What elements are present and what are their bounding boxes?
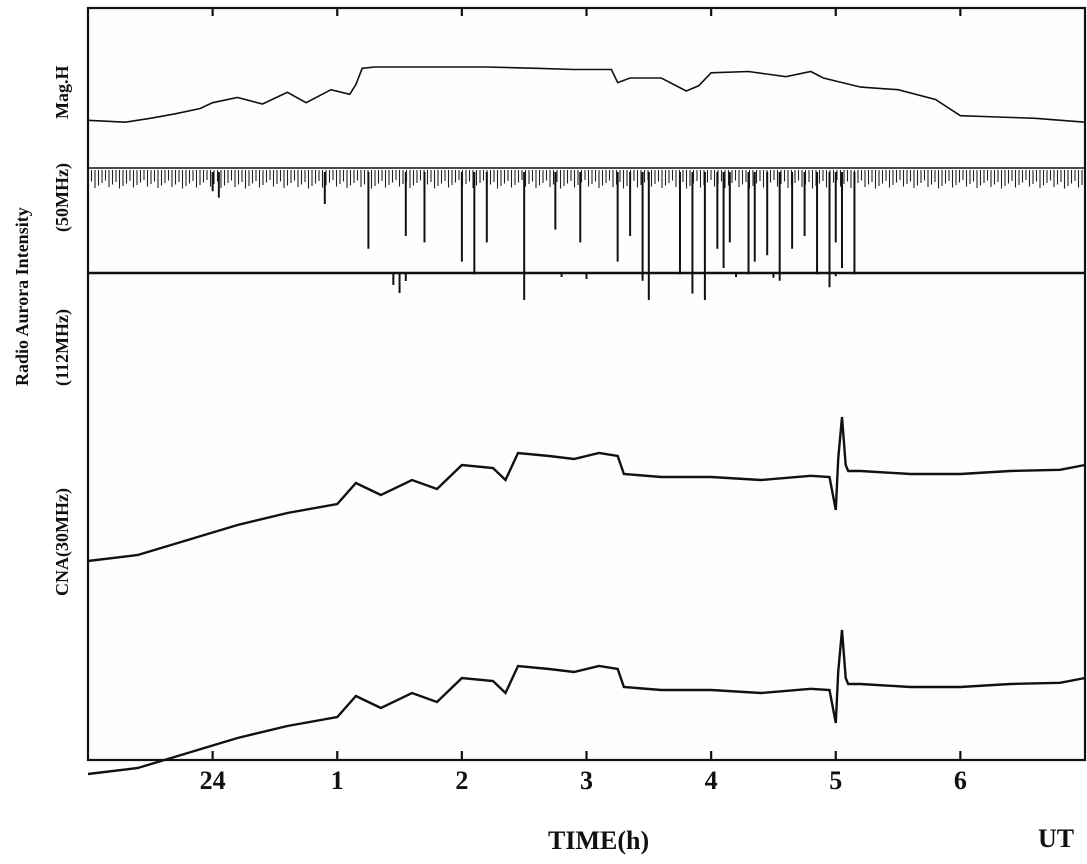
x-tick-label: 4 xyxy=(705,766,718,795)
x-ticks xyxy=(211,8,962,760)
y-label-112mhz: (112MHz) xyxy=(52,309,72,386)
x-tick-label: 2 xyxy=(455,766,468,795)
x-tick-label: 24 xyxy=(200,766,226,795)
band-50mhz-baseline xyxy=(87,170,1083,189)
y-label-cna: CNA(30MHz) xyxy=(52,488,72,596)
x-tick-label: 5 xyxy=(829,766,842,795)
series-group xyxy=(87,66,1086,776)
x-tick-label: 3 xyxy=(580,766,593,795)
x-axis-label: TIME(h) xyxy=(548,826,650,855)
x-tick-labels: 24 1 2 3 4 5 6 xyxy=(200,766,967,795)
series-cna-30mhz-lower xyxy=(87,629,1086,776)
y-label-50mhz: (50MHz) xyxy=(52,163,72,232)
series-cna-30mhz-upper xyxy=(87,416,1086,563)
y-label-outer: Radio Aurora Intensity xyxy=(12,207,32,386)
series-mag-h xyxy=(87,66,1086,124)
plot-frame xyxy=(86,6,1087,762)
y-label-mag: Mag.H xyxy=(52,65,72,120)
x-unit-label: UT xyxy=(1038,824,1075,853)
x-tick-label: 1 xyxy=(331,766,344,795)
x-tick-label: 6 xyxy=(954,766,967,795)
